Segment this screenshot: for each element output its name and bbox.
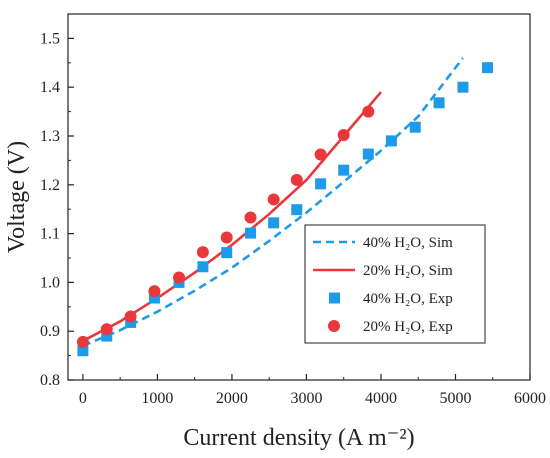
data-point-square — [482, 62, 494, 74]
data-point-circle — [100, 323, 113, 336]
data-point-circle — [290, 173, 303, 186]
y-tick-label: 1.1 — [40, 226, 60, 243]
legend-square-swatch — [329, 292, 340, 304]
legend-label: 40% H₂O, Sim — [363, 235, 453, 251]
x-tick-label: 2000 — [216, 390, 248, 407]
data-point-square — [385, 135, 397, 147]
data-point-circle — [314, 148, 327, 161]
data-point-square — [221, 247, 233, 259]
y-tick-label: 0.8 — [40, 372, 60, 389]
y-tick-label: 1.3 — [40, 128, 60, 145]
data-point-square — [101, 330, 113, 342]
series-line — [82, 57, 464, 348]
data-point-square — [291, 204, 303, 216]
data-point-square — [409, 121, 421, 133]
x-tick-label: 5000 — [439, 390, 471, 407]
data-point-square — [148, 292, 160, 304]
series-1 — [82, 57, 464, 348]
data-point-circle — [148, 285, 161, 298]
legend-item: 40% H₂O, Sim — [313, 235, 453, 251]
series-4 — [76, 105, 375, 348]
x-tick-label: 4000 — [365, 390, 397, 407]
legend-item: 20% H₂O, Sim — [313, 263, 453, 279]
y-tick-label: 1.4 — [40, 79, 60, 96]
legend-circle-swatch — [328, 320, 340, 332]
series-layer — [76, 57, 494, 357]
legend-label: 40% H₂O, Exp — [363, 291, 453, 307]
legend-item: 40% H₂O, Exp — [329, 291, 453, 307]
x-tick-label: 0 — [79, 390, 87, 407]
data-point-square — [433, 97, 445, 109]
data-point-circle — [244, 211, 257, 224]
x-tick-label: 1000 — [141, 390, 173, 407]
data-point-circle — [196, 246, 209, 259]
data-point-circle — [220, 231, 233, 244]
data-point-square — [362, 148, 374, 160]
legend: 40% H₂O, Sim 20% H₂O, Sim 40% H₂O, Exp 20% … — [304, 224, 486, 344]
y-tick-label: 1.0 — [40, 274, 60, 291]
data-point-square — [197, 261, 209, 273]
x-tick-label: 6000 — [514, 390, 546, 407]
x-tick-label: 3000 — [290, 390, 322, 407]
y-tick-label: 1.2 — [40, 177, 60, 194]
axis-ticks: 0 1000 2000 3000 4000 5000 6000 0.8 0.9 1.0 1.1 1.2… — [40, 30, 546, 407]
data-point-square — [268, 217, 280, 229]
legend-item: 20% H₂O, Exp — [328, 319, 453, 335]
x-axis-title: Current density (A m⁻²) — [183, 425, 414, 451]
y-axis-title: Voltage (V) — [4, 141, 30, 253]
data-point-square — [457, 81, 469, 93]
data-point-square — [77, 345, 89, 357]
data-point-circle — [362, 105, 375, 118]
data-point-circle — [173, 271, 186, 284]
data-point-circle — [337, 129, 350, 142]
plot-frame — [67, 13, 531, 381]
data-point-circle — [267, 193, 280, 206]
data-point-square — [338, 164, 350, 176]
y-tick-label: 0.9 — [40, 323, 60, 340]
data-point-circle — [76, 335, 89, 348]
data-point-square — [315, 178, 327, 190]
legend-label: 20% H₂O, Sim — [363, 263, 453, 279]
data-point-circle — [124, 310, 137, 323]
data-point-square — [245, 227, 257, 239]
y-tick-label: 1.5 — [40, 30, 60, 47]
legend-label: 20% H₂O, Exp — [363, 319, 453, 335]
